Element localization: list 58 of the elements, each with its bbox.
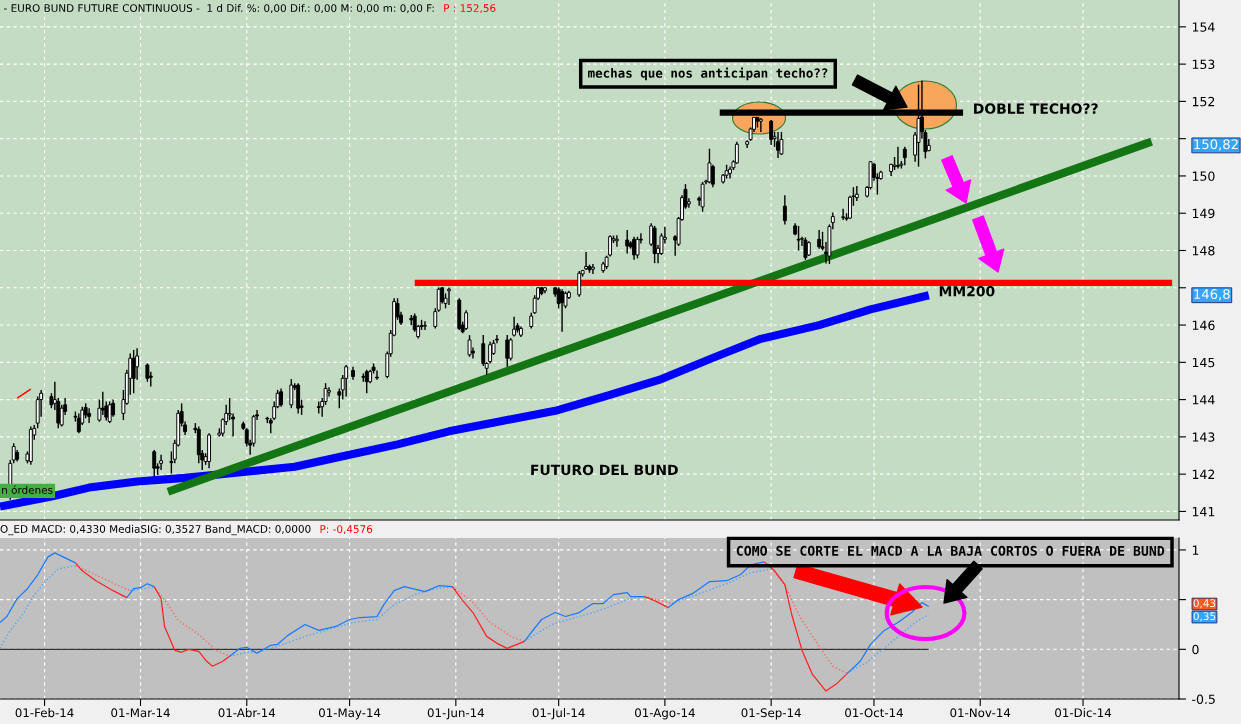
y-tick-label: 143 xyxy=(1192,432,1215,442)
candlestick xyxy=(854,185,859,202)
chart-title: O_ED MACD: 0,4330 MediaSIG: 0,3527 Band_MACD: 0,0000 xyxy=(0,524,311,536)
candlestick xyxy=(817,229,822,250)
annotation: mechas que nos anticipan techo?? xyxy=(588,67,828,81)
candlestick xyxy=(505,334,510,368)
y-tick-label: 146 xyxy=(1192,320,1215,330)
candlestick xyxy=(327,386,331,398)
x-tick-label: 01-Dic-14 xyxy=(1055,708,1112,718)
candlestick xyxy=(145,362,150,383)
y-tick-label: 146,8 xyxy=(1194,289,1230,301)
annotation: FUTURO DEL BUND xyxy=(531,464,678,476)
candlestick xyxy=(279,387,283,408)
candlestick xyxy=(131,349,136,394)
y-tick-label: 148 xyxy=(1192,245,1215,256)
x-tick-label: 01-Jun-14 xyxy=(427,708,485,720)
chart-title: - EURO BUND FUTURE CONTINUOUS - 1 d Dif. %: 0,00 Dif.: 0,00 M: 0,00 m: 0,00 F: xyxy=(4,3,434,14)
candlestick xyxy=(464,309,469,331)
y-tick-label: 142 xyxy=(1192,469,1215,479)
candlestick xyxy=(782,194,787,226)
y-tick-label: 141 xyxy=(1192,507,1215,517)
y-tick-label: 145 xyxy=(1192,357,1215,368)
candlestick xyxy=(159,454,164,471)
y-tick-label: 152 xyxy=(1192,96,1215,107)
series-label: MM200 xyxy=(939,285,995,297)
x-tick-label: 01-Nov-14 xyxy=(950,708,1011,718)
series-label: DOBLE TECHO?? xyxy=(974,103,1098,114)
x-tick-label: 01-Ago-14 xyxy=(635,708,695,720)
candlestick xyxy=(902,146,907,166)
chart-subtitle: P : 152,56 xyxy=(444,4,496,14)
x-tick-label: 01-Abr-14 xyxy=(218,708,276,718)
candlestick xyxy=(375,369,379,381)
candlestick xyxy=(87,407,92,424)
y-tick-label: 0,43 xyxy=(1193,599,1216,609)
candlestick xyxy=(508,337,513,362)
y-tick-label: 1 xyxy=(1192,545,1199,555)
y-tick-label: 0,35 xyxy=(1193,612,1216,622)
x-tick-label: 01-May-14 xyxy=(318,708,381,720)
y-tick-label: 149 xyxy=(1192,208,1215,219)
candlestick xyxy=(710,164,715,188)
y-tick-label: 150 xyxy=(1192,171,1215,181)
y-tick-label: 144 xyxy=(1192,395,1215,405)
y-tick-label: 0 xyxy=(1192,644,1199,655)
y-tick-label: 154 xyxy=(1192,22,1215,32)
x-tick-label: 01-Feb-14 xyxy=(15,708,74,718)
candlestick xyxy=(796,225,801,252)
candlestick xyxy=(896,146,900,170)
candlestick xyxy=(467,334,472,358)
y-tick-label: 150,82 xyxy=(1194,139,1238,151)
x-tick-label: 01-Sep-14 xyxy=(741,708,801,720)
y-tick-label: 153 xyxy=(1192,59,1215,70)
x-tick-label: 01-Oct-14 xyxy=(845,708,903,718)
x-tick-label: 01-Mar-14 xyxy=(111,708,170,718)
annotation: n órdenes xyxy=(2,485,53,494)
annotation: COMO SE CORTE EL MACD A LA BAJA CORTOS O FUERA DE BUND xyxy=(736,545,1165,556)
x-tick-label: 01-Jul-14 xyxy=(532,708,585,720)
y-tick-label: -0.5 xyxy=(1192,694,1215,704)
chart-subtitle: P: -0,4576 xyxy=(320,525,373,535)
